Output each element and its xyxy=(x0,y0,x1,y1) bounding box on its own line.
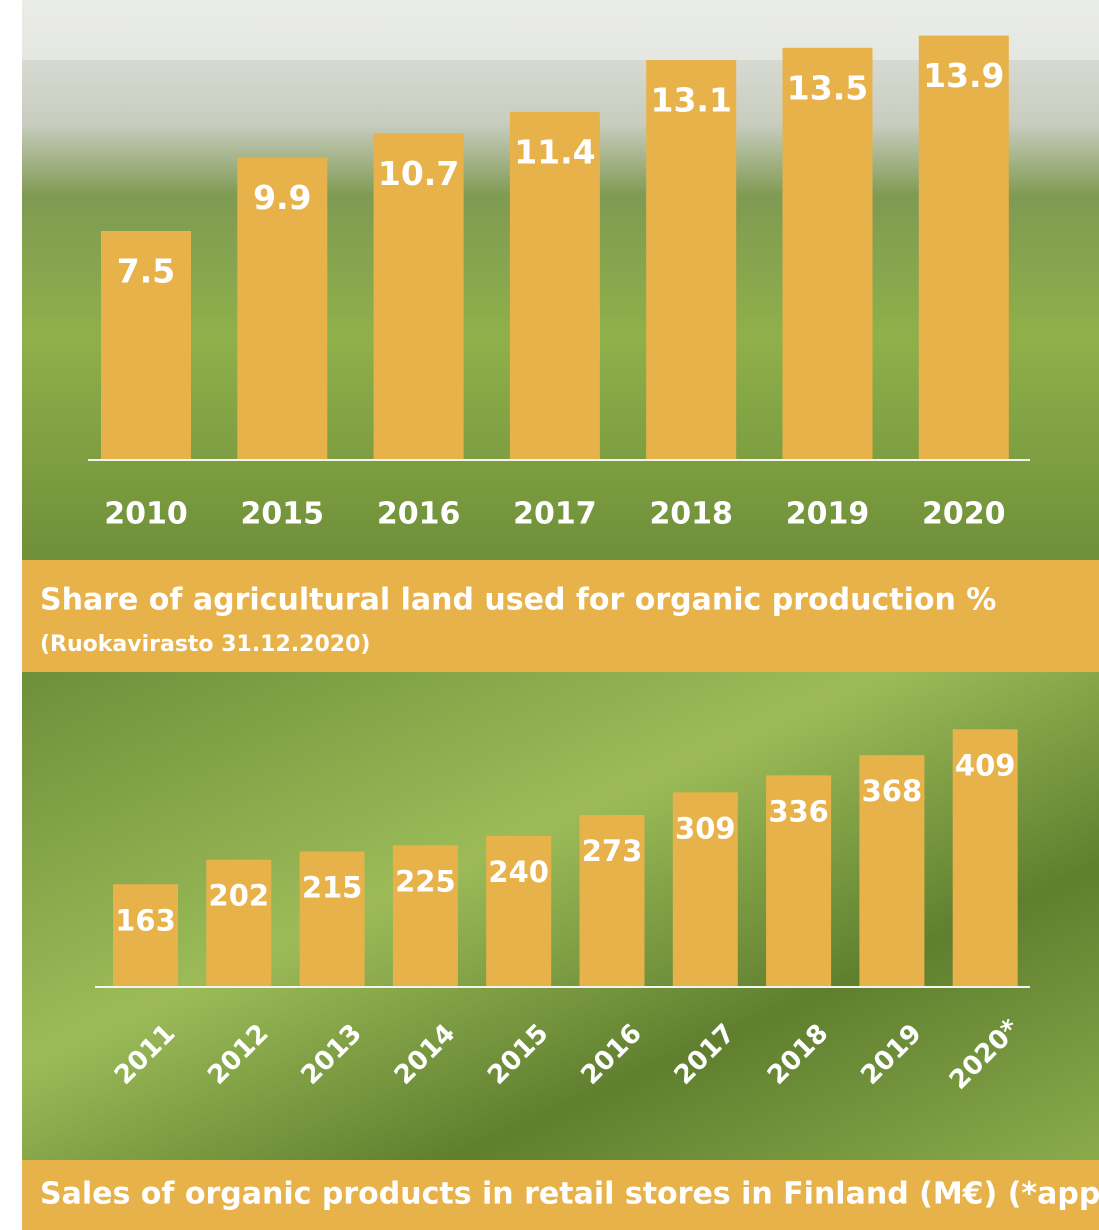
bar xyxy=(486,835,552,987)
value-label: 13.5 xyxy=(787,68,868,107)
title-band xyxy=(22,1160,1099,1230)
x-tick-label: 2019 xyxy=(786,497,870,532)
value-label: 13.1 xyxy=(650,81,731,120)
value-label: 409 xyxy=(955,748,1016,782)
value-label: 240 xyxy=(488,855,549,889)
value-label: 273 xyxy=(582,834,643,868)
bar xyxy=(672,792,738,987)
value-label: 309 xyxy=(675,811,736,845)
chart-title: Share of agricultural land used for orga… xyxy=(40,583,996,618)
bar xyxy=(579,815,645,987)
value-label: 9.9 xyxy=(253,178,311,217)
x-tick-label: 2020 xyxy=(922,497,1006,532)
x-tick-label: 2018 xyxy=(649,497,733,532)
bar xyxy=(237,157,328,460)
value-label: 10.7 xyxy=(378,154,459,193)
bar xyxy=(782,47,873,461)
x-tick-label: 2017 xyxy=(513,497,597,532)
chart-subtitle: (Ruokavirasto 31.12.2020) xyxy=(40,632,370,657)
x-tick-label: 2016 xyxy=(377,497,461,532)
bar xyxy=(299,851,365,987)
bar xyxy=(206,859,272,987)
value-label: 368 xyxy=(862,774,923,808)
x-tick-label: 2015 xyxy=(241,497,325,532)
title-band xyxy=(22,560,1099,672)
value-label: 215 xyxy=(302,871,363,905)
bar xyxy=(373,133,464,460)
value-label: 225 xyxy=(395,864,456,898)
chart-title: Sales of organic products in retail stor… xyxy=(40,1177,1099,1212)
value-label: 7.5 xyxy=(117,252,175,291)
bar xyxy=(101,231,191,460)
bar xyxy=(646,60,737,460)
bar xyxy=(952,729,1018,987)
x-tick-label: 2010 xyxy=(104,497,188,532)
value-label: 202 xyxy=(209,879,270,913)
bar xyxy=(509,111,600,461)
value-label: 163 xyxy=(115,903,176,937)
bar xyxy=(766,775,832,987)
value-label: 336 xyxy=(768,794,829,828)
bar xyxy=(859,755,925,987)
bar xyxy=(918,35,1009,460)
value-label: 13.9 xyxy=(923,56,1004,95)
bar xyxy=(392,845,458,987)
photo-background xyxy=(22,672,1099,1160)
value-label: 11.4 xyxy=(514,132,595,171)
bar xyxy=(113,884,178,987)
